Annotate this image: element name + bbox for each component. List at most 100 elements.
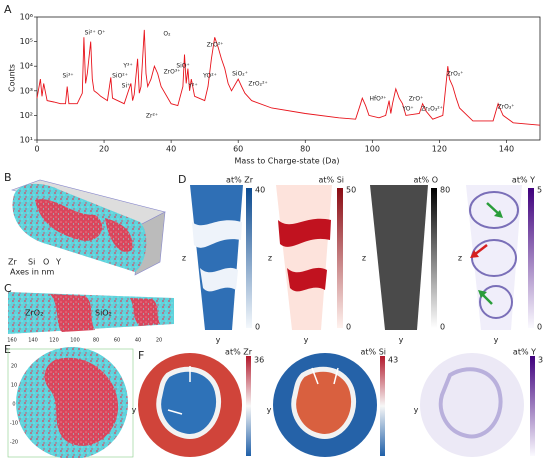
axis-label: z	[268, 254, 272, 263]
plot-frame	[36, 16, 541, 141]
x-tick-label: 20	[99, 145, 109, 154]
y-tick-label: 10³	[20, 86, 33, 95]
zr-low	[200, 267, 238, 292]
axis-label: y	[216, 336, 221, 345]
colorbar	[528, 188, 534, 328]
panel-label: A	[4, 3, 12, 16]
region-label: SiO₂	[95, 309, 112, 318]
tick-label: 160	[7, 338, 17, 344]
tick-label: 10	[11, 383, 17, 389]
annotation: SiO₂⁺	[232, 71, 248, 78]
colorbar-max: 36	[254, 356, 264, 365]
legend-y: Y	[55, 258, 61, 267]
region-label: ZrO₂	[25, 309, 43, 318]
axis-label: y	[132, 406, 137, 415]
colorbar	[380, 356, 385, 456]
colorbar	[337, 188, 343, 328]
colorbar-max: 43	[388, 356, 398, 365]
tick-label: 100	[70, 338, 80, 344]
arrow	[333, 367, 339, 385]
colorbar-title: at% Zr	[225, 348, 253, 357]
tick-label: 40	[135, 338, 141, 344]
colorbar-title: at% Si	[361, 348, 386, 357]
colorbar	[246, 356, 251, 456]
x-tick-label: 140	[499, 145, 514, 154]
zr-map	[190, 185, 243, 330]
axis-label: z	[458, 254, 462, 263]
tick-label: 120	[49, 338, 59, 344]
tick-label: -10	[10, 421, 18, 427]
annotation: ZrO²⁺	[207, 42, 224, 49]
axis-label: y	[399, 336, 404, 345]
y-boundary	[479, 285, 513, 319]
y-axis-label: Counts	[8, 64, 17, 92]
zr-low	[192, 220, 242, 248]
annotation: YO⁺	[401, 106, 413, 113]
panel-label: E	[4, 343, 11, 356]
tick-label: -20	[10, 440, 18, 446]
y-map	[420, 353, 524, 457]
colorbar-title: at% Si	[319, 176, 344, 185]
annotation: Si³⁺	[62, 73, 73, 80]
panel-label: D	[178, 173, 186, 186]
annotation: SiO²⁺	[112, 73, 128, 80]
colorbar-title: at% Y	[513, 348, 536, 357]
colorbar	[530, 356, 535, 456]
si-region	[105, 218, 133, 252]
o-map	[370, 185, 428, 330]
x-tick-label: 80	[300, 145, 310, 154]
tick-label: 0	[12, 402, 15, 408]
tick-label: 60	[114, 338, 120, 344]
colorbar-max: 3	[538, 356, 543, 365]
si-region	[44, 357, 119, 446]
legend-zr: Zr	[8, 258, 17, 267]
axis-label: y	[267, 406, 272, 415]
colorbar-title: at% Zr	[226, 176, 254, 185]
annotation: O₂	[163, 31, 171, 38]
tick-label: 140	[28, 338, 38, 344]
y-tick-label: 10²	[20, 111, 33, 120]
c-ticks: 160 140 120 100 80 60 40 20	[7, 338, 162, 344]
spectrum-line	[36, 29, 541, 126]
y-tick-label: 10⁶	[20, 13, 33, 22]
colorbar-min: 0	[537, 323, 542, 332]
annotation: ZrO₂⁺	[447, 71, 464, 78]
e-ticks: 20 10 0 -10 -20	[10, 364, 18, 446]
colorbar-title: at% O	[414, 176, 438, 185]
arrow-head	[470, 250, 479, 258]
y-boundary	[471, 239, 517, 277]
annotation: ZrO³⁺	[164, 69, 181, 76]
arrow-head	[494, 210, 503, 218]
annotation: ZrO⁺	[409, 96, 423, 103]
legend-o: O	[43, 258, 49, 267]
panel-label: F	[138, 349, 144, 362]
axis-label: y	[494, 336, 499, 345]
annotation: ZrO₃⁺	[498, 104, 515, 111]
spectrum-plot: 0 20 40 60 80 100 120 140 10¹ 10² 10³ 10⁴ 10⁵ 10⁶ Si³⁺…	[20, 13, 541, 154]
annotation: SiO⁺	[176, 63, 189, 70]
axis-label: y	[304, 336, 309, 345]
x-tick-label: 0	[34, 145, 39, 154]
legend-si: Si	[28, 258, 35, 267]
si-region	[50, 294, 95, 332]
y-boundary	[438, 367, 503, 439]
si-high	[287, 267, 327, 292]
si-region	[35, 199, 103, 241]
colorbar-max: 40	[255, 186, 265, 195]
si-region	[130, 298, 160, 326]
si-core	[291, 366, 357, 439]
x-tick-label: 40	[166, 145, 176, 154]
colorbar-max: 50	[346, 186, 356, 195]
annotation: Si²⁺ O⁺	[85, 30, 106, 37]
colorbar	[246, 188, 252, 328]
x-axis-label: Mass to Charge-state (Da)	[235, 157, 340, 166]
annotation: Si⁺	[122, 83, 131, 90]
annotation: Y³⁺	[122, 63, 132, 70]
tick-label: 80	[93, 338, 99, 344]
y-tick-label: 10⁵	[20, 37, 33, 46]
tick-label: 20	[156, 338, 162, 344]
annotation: ZrO₂²⁺	[248, 81, 267, 88]
panel-label: B	[4, 171, 12, 184]
arrow	[311, 367, 319, 385]
colorbar	[431, 188, 437, 328]
